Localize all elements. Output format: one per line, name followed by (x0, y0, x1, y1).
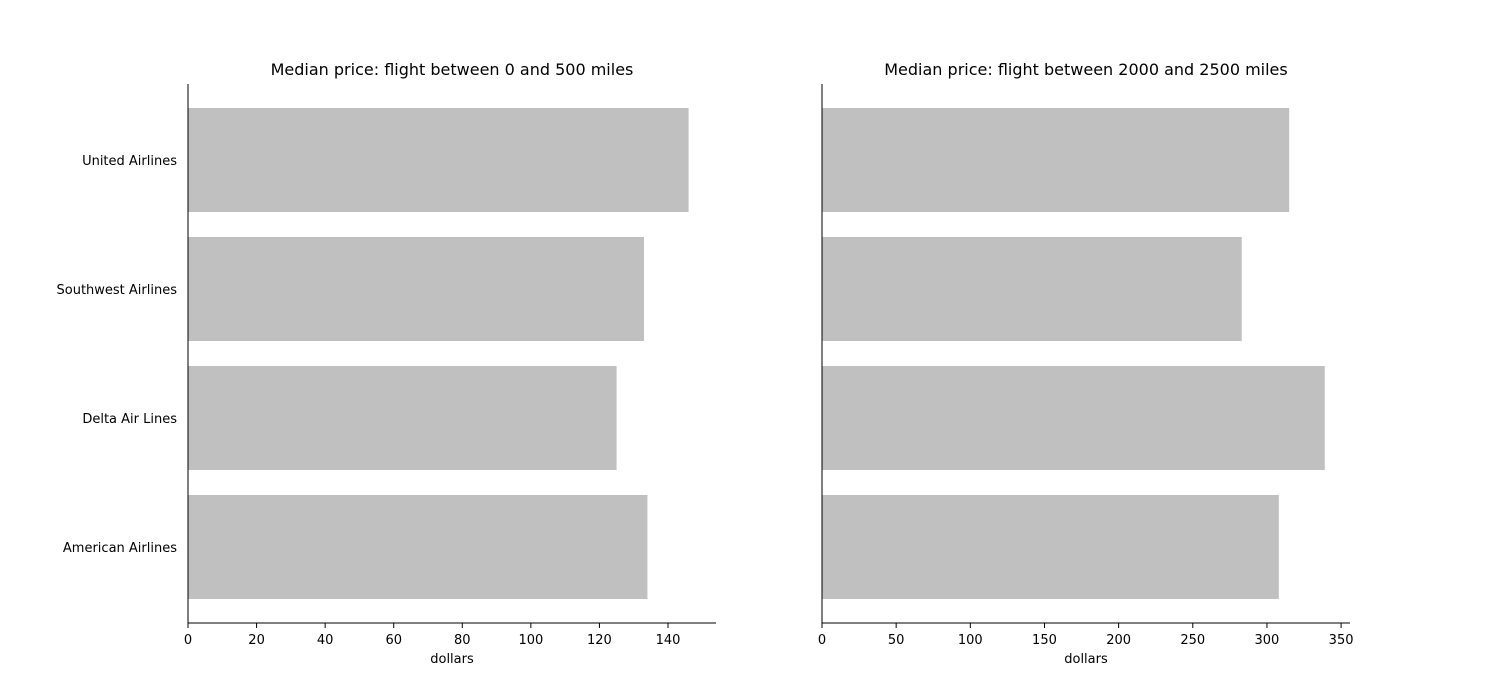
x-tick-label: 0 (818, 633, 826, 648)
chart-title: Median price: flight between 0 and 500 m… (271, 60, 634, 79)
y-tick-label: Delta Air Lines (82, 412, 177, 427)
x-tick-label: 20 (248, 633, 265, 648)
bar-united-airlines (188, 108, 689, 212)
x-axis-label: dollars (430, 652, 474, 667)
y-tick-label: United Airlines (82, 154, 177, 169)
bar-united-airlines (822, 108, 1290, 212)
x-tick-label: 350 (1329, 633, 1354, 648)
chart-title: Median price: flight between 2000 and 25… (884, 60, 1287, 79)
x-tick-label: 0 (184, 633, 192, 648)
bar-delta-air-lines (188, 366, 617, 470)
x-tick-label: 40 (317, 633, 334, 648)
bar-southwest-airlines (188, 237, 644, 341)
y-tick-label: Southwest Airlines (57, 283, 178, 298)
bar-american-airlines (188, 495, 648, 599)
bar-delta-air-lines (822, 366, 1325, 470)
x-axis-label: dollars (1064, 652, 1108, 667)
bar-american-airlines (822, 495, 1279, 599)
x-tick-label: 80 (454, 633, 471, 648)
x-tick-label: 200 (1106, 633, 1131, 648)
y-tick-label: American Airlines (63, 541, 177, 556)
x-tick-label: 60 (385, 633, 402, 648)
x-tick-label: 100 (958, 633, 983, 648)
chart-panel-short-haul: Median price: flight between 0 and 500 m… (57, 60, 716, 667)
x-tick-label: 120 (587, 633, 612, 648)
x-tick-label: 50 (888, 633, 905, 648)
chart-panel-long-haul: Median price: flight between 2000 and 25… (818, 60, 1354, 667)
x-tick-label: 150 (1032, 633, 1057, 648)
x-tick-label: 250 (1180, 633, 1205, 648)
x-tick-label: 140 (656, 633, 681, 648)
bar-southwest-airlines (822, 237, 1242, 341)
x-tick-label: 300 (1255, 633, 1280, 648)
x-tick-label: 100 (518, 633, 543, 648)
